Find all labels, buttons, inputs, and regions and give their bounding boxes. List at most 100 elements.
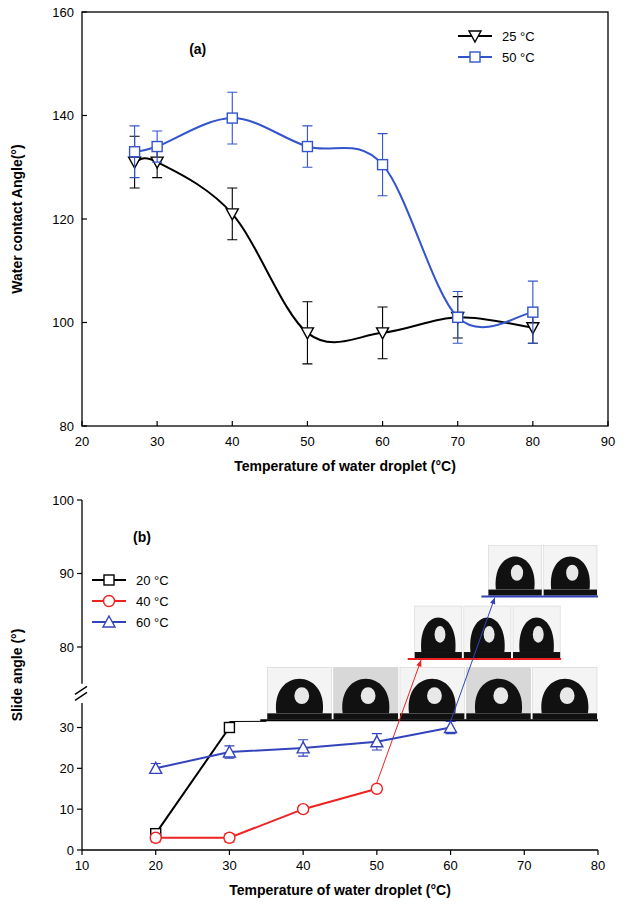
legend-label: 40 °C — [136, 594, 169, 609]
data-point — [226, 209, 238, 220]
x-axis-title: Temperature of water droplet (°C) — [234, 458, 456, 474]
error-bar — [298, 740, 308, 756]
error-bar — [378, 307, 388, 359]
y-tick-label: 160 — [52, 5, 74, 20]
error-bar — [227, 92, 237, 144]
y-tick — [82, 11, 87, 12]
plot-marks — [129, 92, 539, 364]
series-line — [135, 158, 533, 342]
x-axis-line — [82, 849, 598, 850]
photo-plate — [334, 713, 398, 719]
y-tick — [82, 218, 87, 219]
chart: 20 30 40 50 60 70 80 90 80 100 120 140 160 Temperatur… — [0, 0, 627, 907]
data-point — [227, 113, 237, 123]
x-tick-label: 20 — [148, 858, 162, 873]
error-bar — [224, 746, 234, 758]
error-bar — [130, 126, 140, 178]
legend-marker — [470, 52, 480, 62]
droplet — [421, 617, 456, 652]
x-tick-label: 70 — [517, 858, 531, 873]
x-tick — [307, 421, 308, 426]
droplet-highlight — [493, 687, 508, 704]
data-point — [224, 832, 235, 843]
y-tick-label: 80 — [60, 419, 74, 434]
data-point — [371, 783, 382, 794]
error-bar — [152, 131, 162, 162]
data-point — [152, 142, 162, 152]
data-point — [150, 762, 162, 773]
data-point — [371, 736, 383, 747]
plot-frame — [82, 12, 608, 426]
photo-plate — [533, 713, 597, 719]
x-tick — [376, 850, 377, 855]
x-tick-label: 40 — [296, 858, 310, 873]
x-tick-label: 50 — [300, 434, 314, 449]
x-tick — [157, 421, 158, 426]
y-tick-label: 120 — [52, 212, 74, 227]
x-tick-label: 20 — [75, 434, 89, 449]
photo-plate — [400, 713, 464, 719]
axis-break — [75, 692, 87, 700]
legend-label: 20 °C — [136, 573, 169, 588]
panel-label: (a) — [189, 41, 206, 57]
y-tick-label: 30 — [60, 720, 74, 735]
x-axis-title: Temperature of water droplet (°C) — [229, 882, 451, 898]
x-tick-label: 70 — [450, 434, 464, 449]
y-axis-title: Slide angle (°) — [9, 629, 25, 722]
panel: 203040506070809080100120140160Temperatur… — [9, 5, 615, 475]
y-tick — [82, 425, 87, 426]
photo-baseline — [260, 719, 598, 721]
error-bar — [453, 291, 463, 343]
y-tick — [82, 115, 87, 116]
photo — [400, 667, 464, 719]
data-point — [224, 723, 234, 733]
y-tick-label: 140 — [52, 108, 74, 123]
photo-plate — [544, 590, 597, 596]
y-tick-label: 80 — [60, 640, 74, 655]
plot-marks — [150, 721, 457, 843]
x-tick-label: 60 — [443, 858, 457, 873]
photo — [267, 667, 331, 719]
photo — [466, 667, 530, 719]
data-point — [377, 328, 389, 339]
y-axis-line — [81, 500, 82, 684]
error-bar — [372, 734, 382, 750]
x-tick — [303, 850, 304, 855]
droplet-highlight — [484, 626, 495, 643]
legend-marker — [104, 596, 115, 607]
x-tick-label: 50 — [370, 858, 384, 873]
photo — [488, 546, 541, 596]
legend: 25 °C 50 °C — [458, 29, 535, 65]
photo-plate — [488, 590, 541, 596]
photo-baseline — [481, 596, 598, 598]
photo — [513, 606, 560, 658]
data-point — [130, 147, 140, 157]
y-tick-label: 10 — [60, 802, 74, 817]
legend-label: 50 °C — [502, 50, 535, 65]
droplet — [475, 679, 522, 714]
y-tick-label: 100 — [52, 315, 74, 330]
legend-marker — [104, 575, 114, 585]
droplet-highlight — [361, 687, 376, 704]
x-tick-label: 60 — [375, 434, 389, 449]
y-tick — [77, 646, 82, 647]
y-tick — [77, 849, 82, 850]
data-point — [378, 160, 388, 170]
droplet-highlight — [435, 626, 446, 643]
photo-plate — [513, 652, 560, 658]
droplet-photos — [229, 546, 598, 783]
droplet-highlight — [427, 687, 442, 704]
legend: 20 °C40 °C60 °C — [92, 573, 169, 630]
y-tick-label: 20 — [60, 761, 74, 776]
y-tick — [77, 573, 82, 574]
photo-plate — [267, 713, 331, 719]
y-tick-label: 90 — [60, 566, 74, 581]
droplet — [409, 679, 456, 714]
droplet-highlight — [533, 626, 544, 643]
data-point — [223, 746, 235, 757]
connector — [377, 660, 421, 783]
x-tick — [382, 421, 383, 426]
droplet-highlight — [566, 565, 578, 581]
photo — [464, 606, 511, 658]
legend-label: 25 °C — [502, 29, 535, 44]
